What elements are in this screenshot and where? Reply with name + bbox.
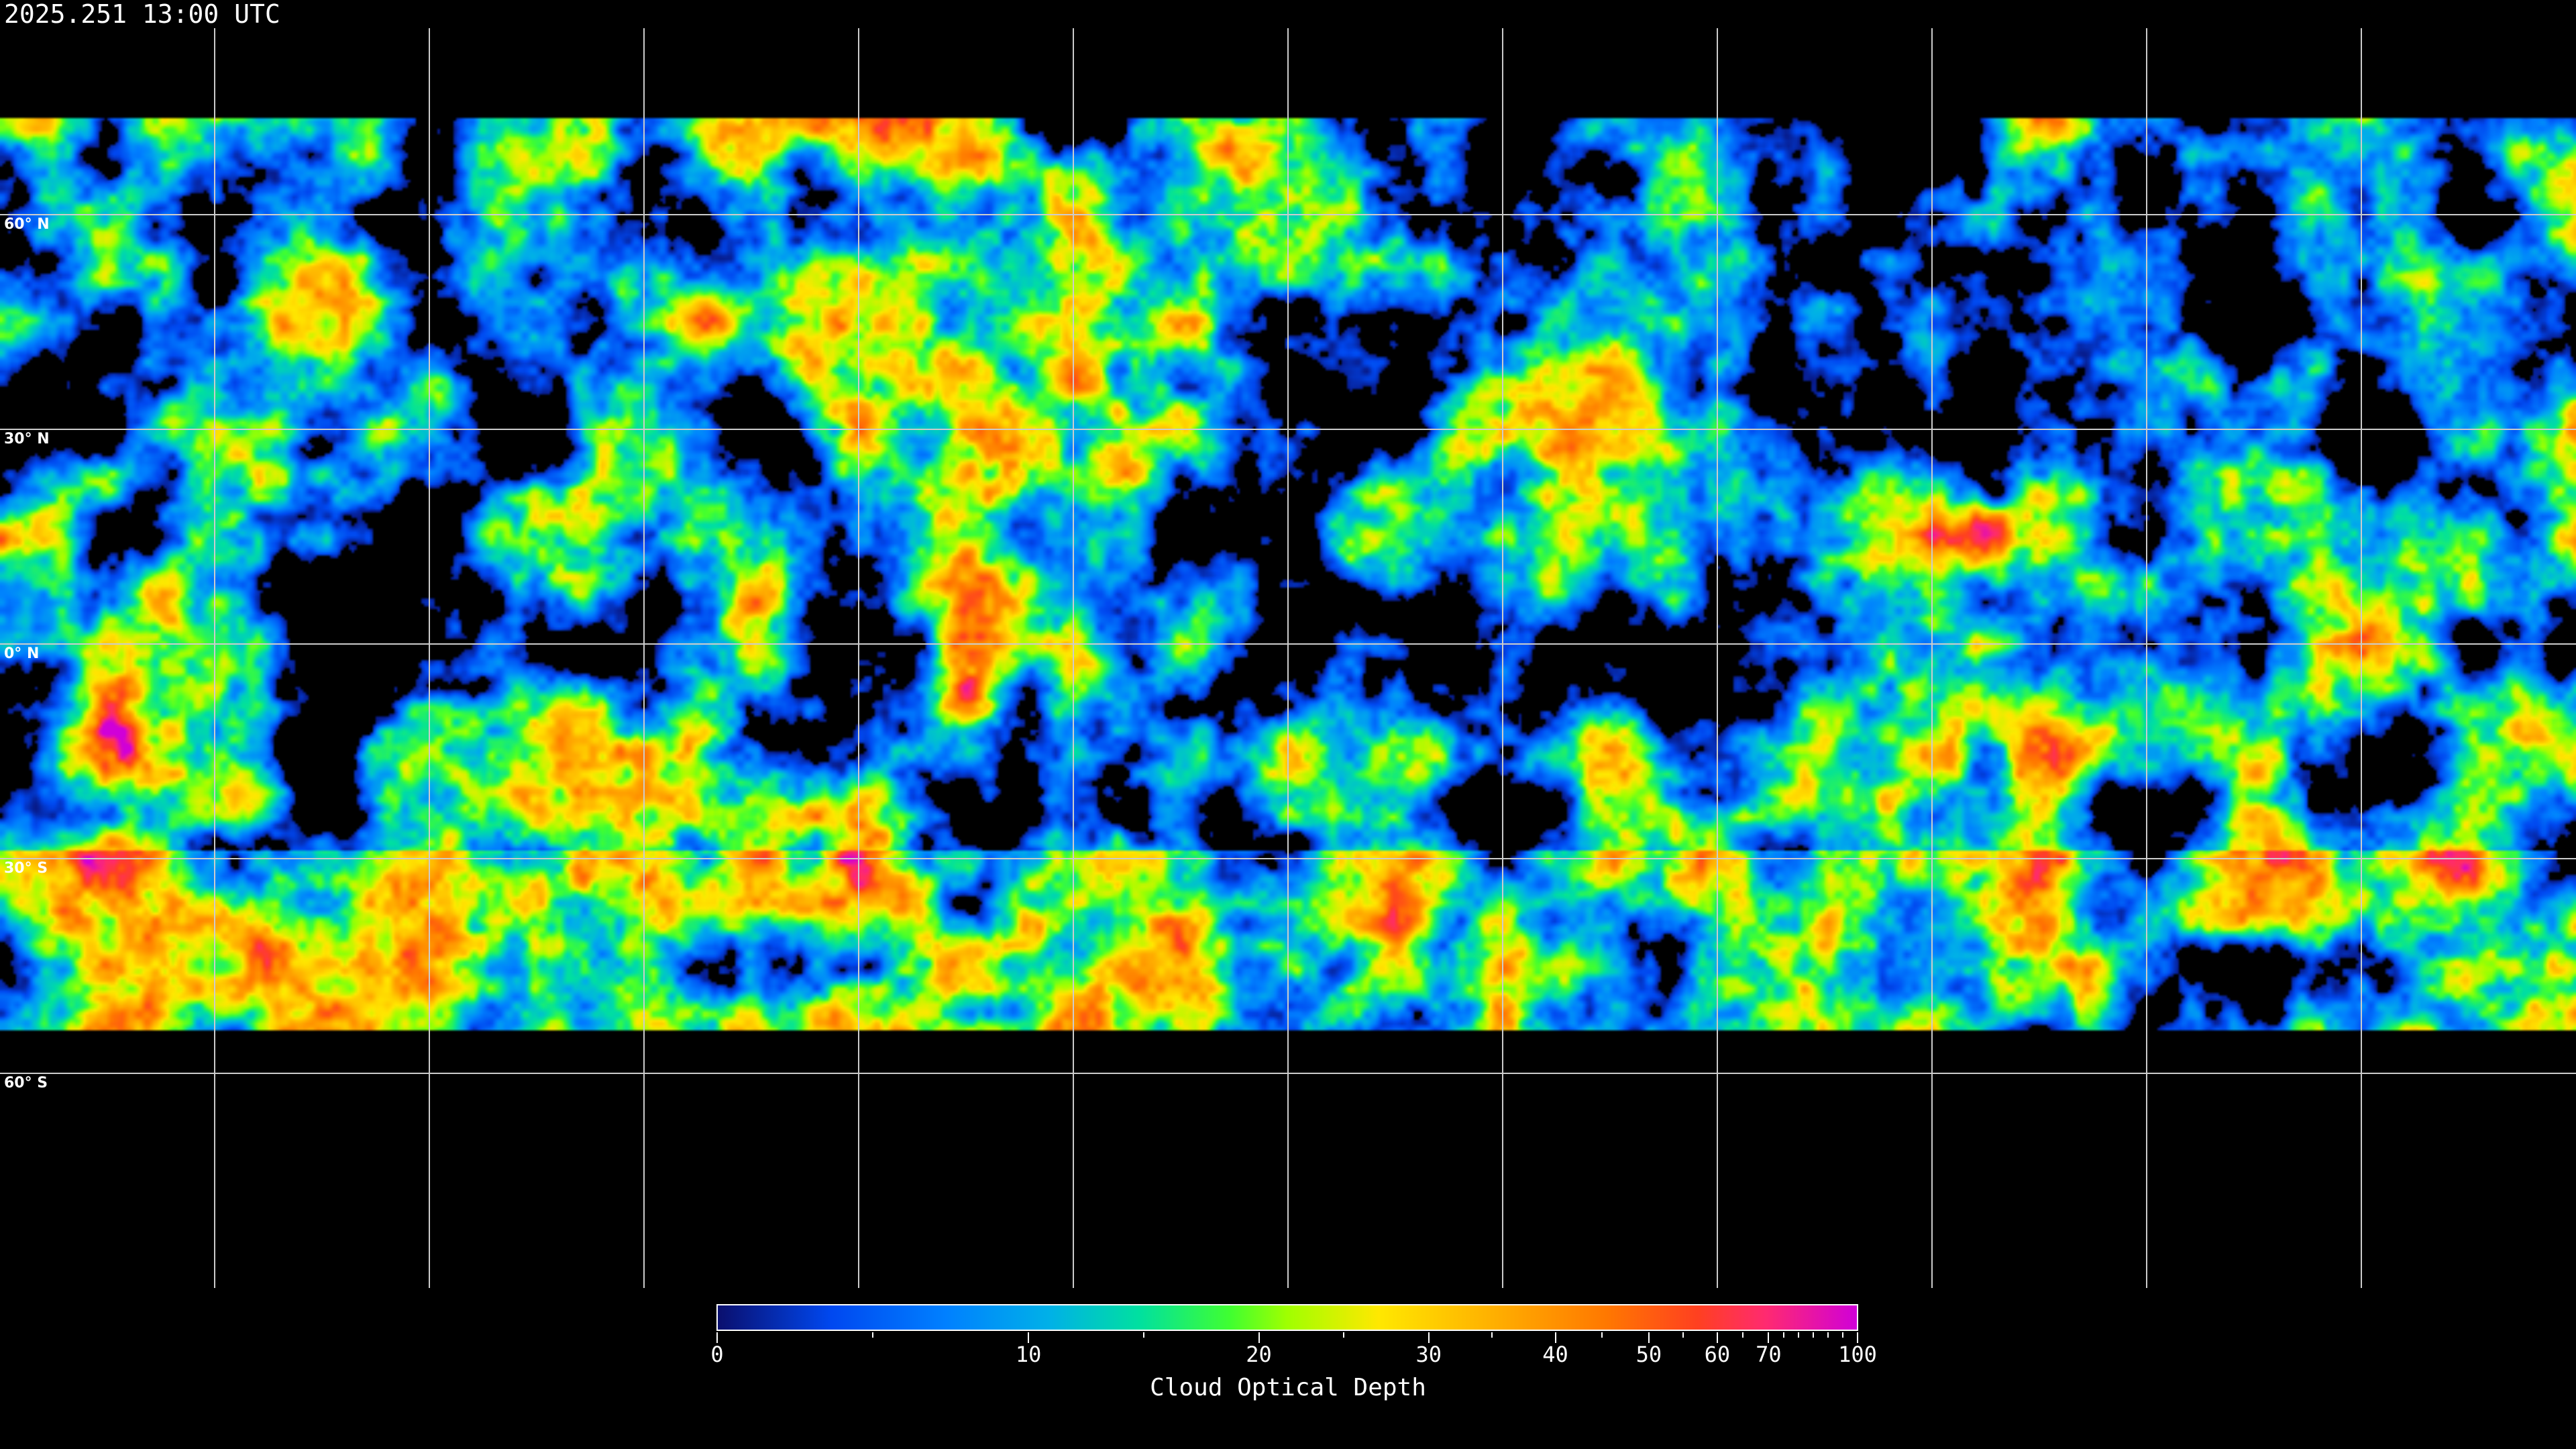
minor-tick xyxy=(1782,1332,1784,1338)
tick-label: 60 xyxy=(1704,1342,1731,1367)
major-tick xyxy=(1028,1332,1030,1343)
lat-label-60n: 60° N xyxy=(4,216,50,233)
minor-tick xyxy=(1601,1332,1603,1338)
minor-tick xyxy=(1797,1332,1799,1338)
minor-tick xyxy=(1742,1332,1744,1338)
major-tick xyxy=(1716,1332,1718,1343)
tick-label: 70 xyxy=(1756,1342,1782,1367)
tick-label: 50 xyxy=(1635,1342,1662,1367)
tick-label: 40 xyxy=(1542,1342,1568,1367)
major-tick xyxy=(716,1332,718,1343)
timestamp-title: 2025.251 13:00 UTC xyxy=(4,0,284,28)
minor-tick xyxy=(1812,1332,1814,1338)
lat-label-60s: 60° S xyxy=(4,1075,48,1091)
tick-label: 30 xyxy=(1415,1342,1442,1367)
colorbar xyxy=(716,1304,1858,1331)
tick-label: 10 xyxy=(1015,1342,1042,1367)
major-tick xyxy=(1857,1332,1858,1343)
colorbar-label: Cloud Optical Depth xyxy=(1150,1374,1426,1401)
major-tick xyxy=(1554,1332,1556,1343)
major-tick xyxy=(1428,1332,1430,1343)
lat-label-30n: 30° N xyxy=(4,431,50,447)
minor-tick xyxy=(1682,1332,1684,1338)
major-tick xyxy=(1768,1332,1770,1343)
tick-label: 20 xyxy=(1246,1342,1272,1367)
lat-label-0n: 0° N xyxy=(4,645,40,662)
lat-lon-grid xyxy=(0,28,2576,1288)
tick-label: 100 xyxy=(1838,1342,1877,1367)
lat-label-30s: 30° S xyxy=(4,860,48,877)
minor-tick xyxy=(1827,1332,1829,1338)
major-tick xyxy=(1648,1332,1650,1343)
major-tick xyxy=(1258,1332,1260,1343)
minor-tick xyxy=(1142,1332,1144,1338)
minor-tick xyxy=(872,1332,874,1338)
tick-label: 0 xyxy=(710,1342,724,1367)
minor-tick xyxy=(1841,1332,1843,1338)
minor-tick xyxy=(1491,1332,1493,1338)
minor-tick xyxy=(1343,1332,1345,1338)
